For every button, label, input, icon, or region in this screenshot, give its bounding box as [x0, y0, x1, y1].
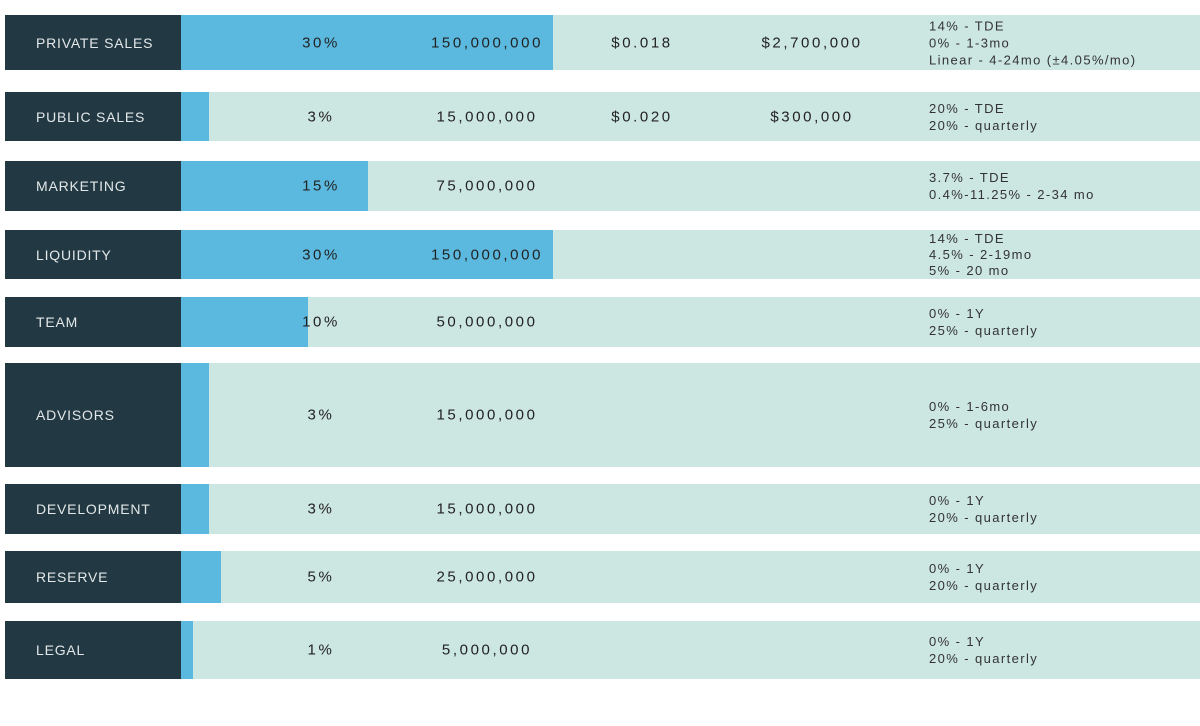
category-label: DEVELOPMENT [5, 484, 181, 534]
vesting-line: 20% - quarterly [929, 578, 1039, 593]
vesting-line: 4.5% - 2-19mo [929, 246, 1033, 262]
vesting-line: Linear - 4-24mo (±4.05%/mo) [929, 52, 1137, 67]
vesting-line: 14% - TDE [929, 18, 1005, 33]
vesting-line: 25% - quarterly [929, 416, 1039, 431]
category-label: MARKETING [5, 161, 181, 211]
vesting-info: 20% - TDE 20% - quarterly [929, 100, 1038, 134]
supply-bar-fill [181, 15, 553, 70]
category-label: LEGAL [5, 621, 181, 679]
table-row: PUBLIC SALES 3% 15,000,000 $0.020 $300,0… [5, 92, 1200, 141]
category-label-text: PUBLIC SALES [36, 108, 146, 125]
category-label-text: TEAM [36, 314, 79, 330]
tokens-value: 25,000,000 [436, 568, 538, 586]
vesting-info: 0% - 1Y 20% - quarterly [929, 492, 1038, 526]
table-row: ADVISORS 3% 15,000,000 0% - 1-6mo 25% - … [5, 363, 1200, 467]
category-label: RESERVE [5, 551, 181, 603]
category-label: TEAM [5, 297, 181, 347]
supply-bar-track: 5% 25,000,000 0% - 1Y 20% - quarterly [181, 551, 1200, 603]
vesting-info: 0% - 1Y 20% - quarterly [929, 560, 1038, 594]
funds-value: $300,000 [770, 108, 854, 125]
vesting-line: 0% - 1Y [929, 634, 986, 649]
supply-bar-fill [181, 484, 210, 534]
vesting-line: 0% - 1Y [929, 306, 986, 321]
supply-value: 5% [307, 568, 335, 586]
supply-bar-track: 3% 15,000,000 $0.020 $300,000 20% - TDE … [181, 92, 1200, 141]
vesting-line: 5% - 20 mo [929, 262, 1010, 278]
vesting-line: 20% - quarterly [929, 510, 1039, 525]
supply-bar-track: 1% 5,000,000 0% - 1Y 20% - quarterly [181, 621, 1200, 679]
supply-bar-track: 30% 150,000,000 14% - TDE 4.5% - 2-19mo … [181, 230, 1200, 279]
vesting-line: 3.7% - TDE [929, 170, 1010, 185]
table-row: DEVELOPMENT 3% 15,000,000 0% - 1Y 20% - … [5, 484, 1200, 534]
table-row: TEAM 10% 50,000,000 0% - 1Y 25% - quarte… [5, 297, 1200, 347]
vesting-line: 0% - 1-3mo [929, 35, 1011, 50]
supply-bar-track: 15% 75,000,000 3.7% - TDE 0.4%-11.25% - … [181, 161, 1200, 211]
category-label-text: LEGAL [36, 642, 86, 658]
category-label: ADVISORS [5, 363, 181, 467]
category-label: LIQUIDITY [5, 230, 181, 279]
vesting-info: 0% - 1Y 25% - quarterly [929, 305, 1038, 339]
supply-bar-fill [181, 363, 210, 467]
category-label-text: ADVISORS [36, 407, 115, 423]
tokens-value: 150,000,000 [430, 34, 544, 51]
vesting-line: 20% - quarterly [929, 117, 1039, 133]
vesting-info: 0% - 1Y 20% - quarterly [929, 633, 1038, 667]
table-row: LEGAL 1% 5,000,000 0% - 1Y 20% - quarter… [5, 621, 1200, 679]
category-label-text: RESERVE [36, 569, 109, 585]
category-label-text: LIQUIDITY [36, 246, 112, 263]
supply-bar-track: 3% 15,000,000 0% - 1-6mo 25% - quarterly [181, 363, 1200, 467]
table-row: MARKETING 15% 75,000,000 3.7% - TDE 0.4%… [5, 161, 1200, 211]
vesting-line: 0% - 1Y [929, 561, 986, 576]
table-row: PRIVATE SALES 30% 150,000,000 $0.018 $2,… [5, 15, 1200, 70]
tokens-value: 15,000,000 [436, 406, 538, 424]
tokens-value: 15,000,000 [436, 108, 538, 125]
vesting-info: 3.7% - TDE 0.4%-11.25% - 2-34 mo [929, 169, 1095, 203]
price-value: $0.020 [611, 108, 673, 125]
vesting-line: 0% - 1Y [929, 493, 986, 508]
tokens-value: 150,000,000 [430, 246, 544, 263]
category-label: PRIVATE SALES [5, 15, 181, 70]
supply-value: 3% [307, 406, 335, 424]
funds-value: $2,700,000 [761, 34, 863, 51]
tokens-value: 75,000,000 [436, 177, 538, 195]
supply-bar-fill [181, 230, 553, 279]
supply-value: 30% [302, 34, 340, 51]
vesting-line: 25% - quarterly [929, 323, 1039, 338]
vesting-line: 0.4%-11.25% - 2-34 mo [929, 187, 1095, 202]
supply-bar-fill [181, 297, 309, 347]
supply-bar-track: 30% 150,000,000 $0.018 $2,700,000 14% - … [181, 15, 1200, 70]
tokens-value: 15,000,000 [436, 500, 538, 518]
price-value: $0.018 [611, 34, 673, 51]
supply-value: 15% [302, 177, 340, 195]
category-label-text: MARKETING [36, 178, 127, 194]
category-label-text: PRIVATE SALES [36, 34, 154, 51]
supply-value: 1% [307, 641, 335, 659]
vesting-info: 14% - TDE 0% - 1-3mo Linear - 4-24mo (±4… [929, 17, 1137, 68]
vesting-line: 20% - quarterly [929, 651, 1039, 666]
category-label-text: DEVELOPMENT [36, 501, 151, 517]
supply-bar-fill [181, 92, 210, 141]
supply-value: 10% [302, 313, 340, 331]
supply-bar-track: 3% 15,000,000 0% - 1Y 20% - quarterly [181, 484, 1200, 534]
vesting-line: 0% - 1-6mo [929, 399, 1011, 414]
supply-bar-fill [181, 161, 368, 211]
tokens-value: 50,000,000 [436, 313, 538, 331]
supply-bar-fill [181, 621, 194, 679]
vesting-line: 14% - TDE [929, 230, 1005, 246]
supply-value: 3% [307, 108, 335, 125]
supply-value: 3% [307, 500, 335, 518]
supply-bar-track: 10% 50,000,000 0% - 1Y 25% - quarterly [181, 297, 1200, 347]
tokens-value: 5,000,000 [441, 641, 533, 659]
table-row: RESERVE 5% 25,000,000 0% - 1Y 20% - quar… [5, 551, 1200, 603]
vesting-line: 20% - TDE [929, 100, 1005, 116]
tokenomics-table: SUPPLY TOKENS PRICE FUNDS TDE & VESTING … [0, 15, 1200, 726]
vesting-info: 0% - 1-6mo 25% - quarterly [929, 398, 1038, 432]
vesting-info: 14% - TDE 4.5% - 2-19mo 5% - 20 mo [929, 231, 1032, 279]
table-row: LIQUIDITY 30% 150,000,000 14% - TDE 4.5%… [5, 230, 1200, 279]
supply-value: 30% [302, 246, 340, 263]
supply-bar-fill [181, 551, 221, 603]
category-label: PUBLIC SALES [5, 92, 181, 141]
